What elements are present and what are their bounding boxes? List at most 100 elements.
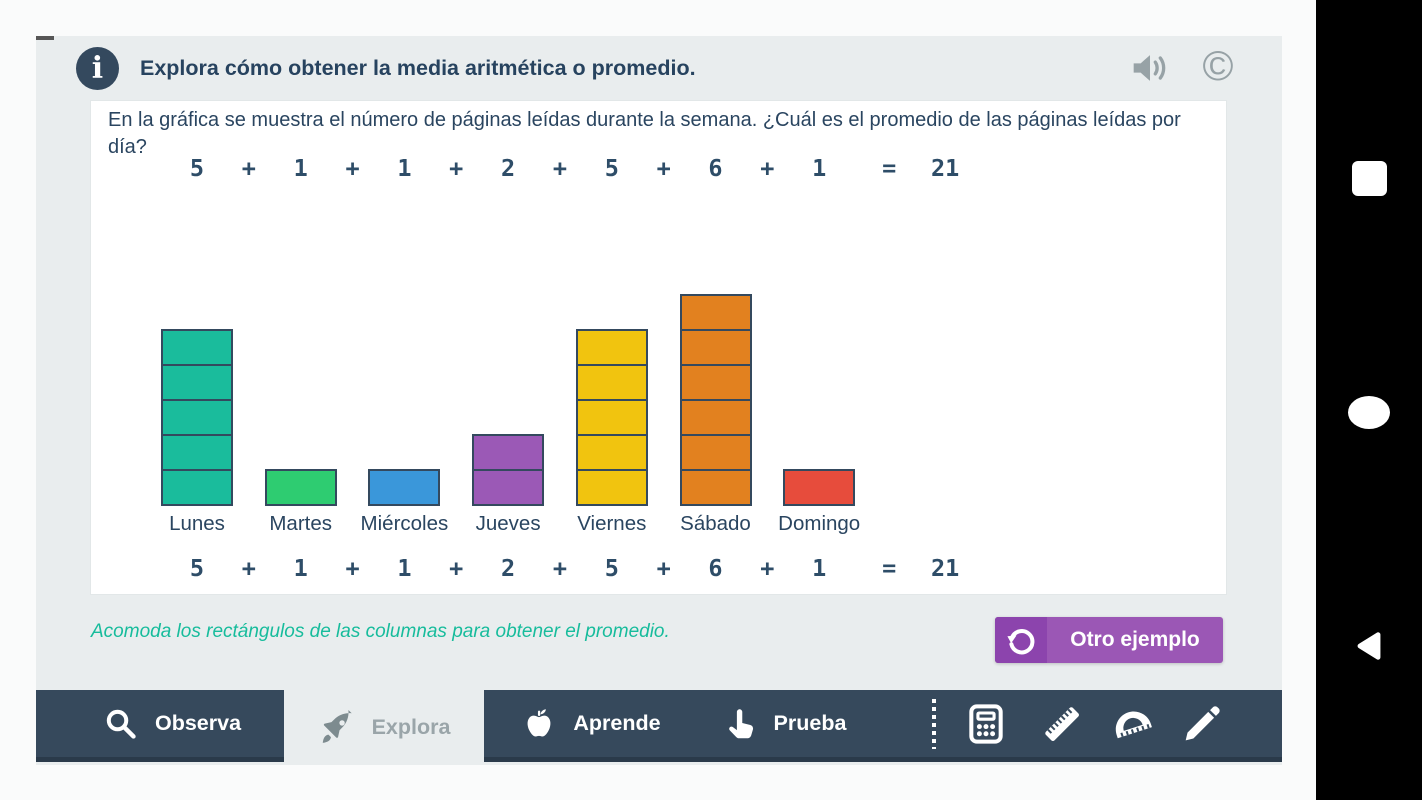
bar-cell[interactable] [575, 399, 648, 436]
pencil-button[interactable] [1178, 700, 1226, 748]
equation-top: 5 +1 +1 +2 +5 +6 +1 = 21 [91, 153, 1226, 183]
bar-cell[interactable] [575, 434, 648, 471]
eq-number: 5 [604, 154, 619, 182]
calculator-button[interactable] [962, 700, 1010, 748]
bar-cell[interactable] [679, 469, 752, 506]
bar-label: Lunes [169, 512, 225, 535]
back-button[interactable] [1316, 628, 1422, 664]
otro-ejemplo-button[interactable]: Otro ejemplo [995, 617, 1223, 663]
pencil-icon [1180, 702, 1224, 746]
eq-plus: + [241, 154, 256, 182]
bar-cell[interactable] [161, 364, 233, 401]
bar-column-martes [264, 469, 337, 506]
eq-total: 21 [931, 154, 960, 182]
eq-plus: + [449, 154, 464, 182]
eq-number: 6 [708, 154, 723, 182]
bar-cell[interactable] [679, 294, 752, 331]
bar-label: Sábado [680, 512, 751, 535]
bar-cell[interactable] [161, 329, 233, 366]
tab-observa[interactable]: Observa [60, 690, 284, 757]
protractor-button[interactable] [1108, 700, 1156, 748]
eq-plus: + [760, 154, 775, 182]
eq-number: 1 [397, 154, 412, 182]
eq-number: 1 [812, 554, 827, 582]
eq-plus: + [552, 554, 568, 582]
bar-label: Viernes [577, 512, 647, 535]
bar-cell[interactable] [575, 329, 648, 366]
tab-label-explora: Explora [371, 715, 451, 739]
bar-label: Martes [269, 512, 333, 535]
apple-icon [521, 706, 557, 742]
instruction-text: Acomoda los rectángulos de las columnas … [91, 621, 670, 642]
eq-number: 1 [293, 554, 308, 582]
rocket-icon [318, 709, 356, 747]
bottom-nav-bar: Observa Explora Aprende Prueba [36, 690, 1282, 765]
eq-plus: + [241, 554, 256, 582]
bar-cell[interactable] [783, 469, 856, 506]
bar-cell[interactable] [161, 469, 233, 506]
bar-cell[interactable] [679, 434, 752, 471]
bar-cell[interactable] [161, 399, 233, 436]
eq-total: 21 [931, 554, 960, 582]
bar-cell[interactable] [679, 329, 752, 366]
equation-bottom: 5 +1 +1 +2 +5 +6 +1 = 21 [91, 553, 1226, 583]
info-icon: i [91, 51, 104, 86]
eq-number: 6 [708, 554, 723, 582]
calculator-icon [964, 702, 1008, 746]
tab-label-prueba: Prueba [773, 711, 847, 735]
recents-button[interactable] [1316, 160, 1422, 196]
info-button[interactable]: i [76, 47, 119, 90]
home-button[interactable] [1316, 394, 1422, 430]
eq-number: 1 [293, 154, 308, 182]
screen-artifact [36, 36, 54, 40]
eq-equals: = [882, 154, 897, 182]
bar-column-viernes [575, 329, 648, 506]
eq-number: 2 [501, 554, 516, 582]
app-card: i Explora cómo obtener la media aritméti… [36, 36, 1282, 765]
hand-icon [724, 707, 758, 741]
bar-label: Jueves [475, 512, 541, 535]
bar-cell[interactable] [264, 469, 337, 506]
copyright-button[interactable]: © [1194, 42, 1242, 90]
eq-number: 1 [397, 554, 412, 582]
bar-cell[interactable] [679, 364, 752, 401]
back-triangle-icon [1354, 630, 1384, 662]
eq-plus: + [449, 554, 464, 582]
audio-button[interactable] [1126, 49, 1174, 91]
bar-cell[interactable] [575, 364, 648, 401]
tab-prueba[interactable]: Prueba [690, 690, 880, 757]
otro-ejemplo-label: Otro ejemplo [1070, 628, 1200, 651]
tab-aprende[interactable]: Aprende [492, 690, 690, 757]
magnifier-icon [103, 706, 139, 742]
page-title: Explora cómo obtener la media aritmética… [140, 56, 696, 80]
android-nav-bar [1316, 0, 1422, 800]
tab-explora[interactable]: Explora [284, 690, 484, 765]
eq-equals: = [882, 554, 897, 582]
bar-label: Domingo [778, 512, 861, 535]
exercise-panel: En la gráfica se muestra el número de pá… [90, 100, 1227, 595]
eq-plus: + [552, 154, 568, 182]
eq-plus: + [656, 554, 671, 582]
bar-column-sábado [679, 294, 752, 506]
bar-cell[interactable] [679, 399, 752, 436]
copyright-icon: © [1202, 42, 1234, 89]
eq-plus: + [345, 154, 360, 182]
ruler-button[interactable] [1038, 700, 1086, 748]
eq-plus: + [345, 554, 360, 582]
bar-cell[interactable] [472, 434, 545, 471]
question-text: En la gráfica se muestra el número de pá… [108, 109, 1181, 158]
bar-column-jueves [472, 434, 545, 506]
bar-cell[interactable] [472, 469, 545, 506]
bar-column-lunes [161, 329, 233, 506]
eq-number: 1 [812, 154, 827, 182]
bar-column-domingo [783, 469, 856, 506]
eq-number: 5 [189, 154, 205, 182]
recents-square-icon [1351, 160, 1387, 196]
bar-cell[interactable] [161, 434, 233, 471]
eq-number: 2 [501, 154, 516, 182]
protractor-icon [1110, 702, 1154, 746]
bar-cell[interactable] [575, 469, 648, 506]
bar-cell[interactable] [368, 469, 441, 506]
tab-label-aprende: Aprende [573, 711, 661, 735]
